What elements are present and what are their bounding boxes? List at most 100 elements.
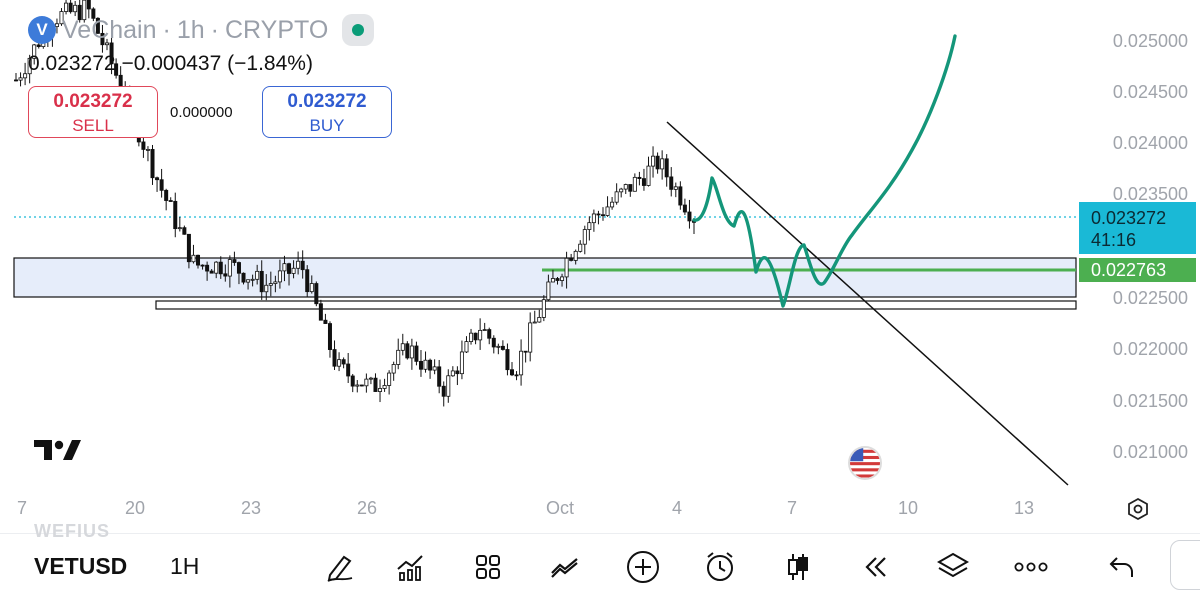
symbol-selector[interactable]: VETUSD	[34, 553, 128, 579]
compare-icon[interactable]	[545, 548, 585, 586]
candle-body	[73, 4, 78, 13]
layout-icon[interactable]	[468, 548, 508, 586]
candle-body	[186, 233, 191, 263]
buy-label: BUY	[309, 116, 345, 135]
candle-body	[305, 269, 310, 293]
candle-body	[578, 243, 583, 252]
candle-body	[428, 359, 433, 371]
candle-body	[168, 200, 173, 202]
candle-body	[64, 2, 69, 12]
replay-icon[interactable]	[856, 548, 896, 586]
candle-body	[591, 213, 596, 224]
candle-body	[550, 278, 555, 283]
candle-body	[100, 32, 105, 46]
candle-body	[287, 263, 292, 274]
us-flag-icon[interactable]	[848, 446, 882, 480]
tradingview-logo-icon[interactable]	[34, 438, 82, 462]
candle-body	[505, 349, 510, 371]
candle-body	[255, 270, 260, 280]
candle-body	[23, 73, 28, 79]
candle-body	[414, 345, 419, 362]
candle-body	[264, 284, 269, 293]
candle-body	[309, 283, 314, 293]
alert-clock-icon[interactable]	[700, 548, 740, 586]
candle-body	[519, 350, 524, 376]
interval-label: 1h	[176, 15, 205, 44]
candle-body	[605, 206, 610, 216]
candle-body	[59, 11, 64, 25]
side-panel-button[interactable]	[1170, 540, 1200, 590]
candle-body	[469, 332, 474, 342]
candle-body	[373, 377, 378, 392]
symbol-header[interactable]: V VeChain · 1h · CRYPTO	[28, 14, 375, 46]
candle-body	[209, 270, 214, 274]
candle-body	[528, 322, 533, 353]
candle-body	[246, 279, 251, 283]
drawing-pen-icon[interactable]	[320, 548, 360, 586]
support-rectangle[interactable]	[155, 300, 1077, 310]
candle-body	[327, 323, 332, 350]
vechain-logo-icon: V	[28, 16, 56, 44]
candle-body	[368, 377, 373, 380]
candle-body	[473, 332, 478, 341]
support-zone[interactable]	[13, 257, 1077, 298]
candle-body	[400, 343, 405, 351]
candle-body	[227, 259, 232, 277]
market-status-badge[interactable]	[342, 14, 375, 46]
indicators-icon[interactable]	[390, 548, 430, 586]
buy-button[interactable]: 0.023272 BUY	[262, 86, 392, 138]
candle-body	[632, 176, 637, 192]
sell-button[interactable]: 0.023272 SELL	[28, 86, 158, 138]
candle-body	[437, 366, 442, 387]
candle-body	[223, 273, 228, 277]
add-icon[interactable]	[623, 548, 663, 586]
candle-body	[660, 158, 665, 170]
bottom-toolbar	[0, 533, 1200, 596]
candle-body	[86, 0, 91, 10]
quote-line: 0.023272 −0.000437 (−1.84%)	[28, 52, 313, 76]
candle-body	[346, 363, 351, 377]
price-axis-label: 0.022000	[1112, 339, 1188, 359]
candle-body	[109, 42, 114, 65]
timeframe-selector[interactable]: 1H	[170, 553, 200, 579]
candle-body	[277, 270, 282, 283]
candle-body	[196, 254, 201, 266]
time-axis-label: 4	[671, 498, 683, 518]
level-price-tag: 0.022763	[1079, 258, 1196, 282]
symbol-name: VeChain	[62, 15, 157, 44]
candle-body	[496, 345, 501, 348]
candle-body	[95, 17, 100, 34]
candles-icon[interactable]	[778, 548, 818, 586]
candle-body	[18, 77, 23, 81]
candle-body	[387, 372, 392, 386]
candle-body	[391, 364, 396, 374]
undo-icon[interactable]	[1102, 548, 1142, 586]
settings-gear-icon[interactable]	[1126, 497, 1150, 521]
candle-body	[241, 272, 246, 283]
candle-body	[141, 141, 146, 150]
candle-body	[678, 186, 683, 206]
candle-body	[619, 188, 624, 193]
more-icon[interactable]	[1011, 548, 1051, 586]
candle-body	[200, 264, 205, 267]
candle-body	[296, 260, 301, 269]
candle-body	[341, 359, 346, 365]
candle-body	[105, 42, 110, 46]
candle-body	[359, 384, 364, 387]
layers-icon[interactable]	[933, 548, 973, 586]
candle-body	[164, 189, 169, 201]
trend-line[interactable]	[666, 121, 1069, 486]
candle-body	[614, 191, 619, 203]
candle-body	[273, 281, 278, 284]
candle-body	[537, 317, 542, 323]
candle-body	[409, 345, 414, 359]
candle-body	[350, 375, 355, 387]
price-chart[interactable]	[0, 0, 1200, 530]
candle-body	[455, 370, 460, 375]
candle-body	[641, 178, 646, 186]
candle-body	[669, 176, 674, 190]
candle-body	[491, 337, 496, 348]
projection-drawing[interactable]	[692, 34, 957, 308]
candle-body	[364, 378, 369, 387]
candle-body	[314, 283, 319, 305]
